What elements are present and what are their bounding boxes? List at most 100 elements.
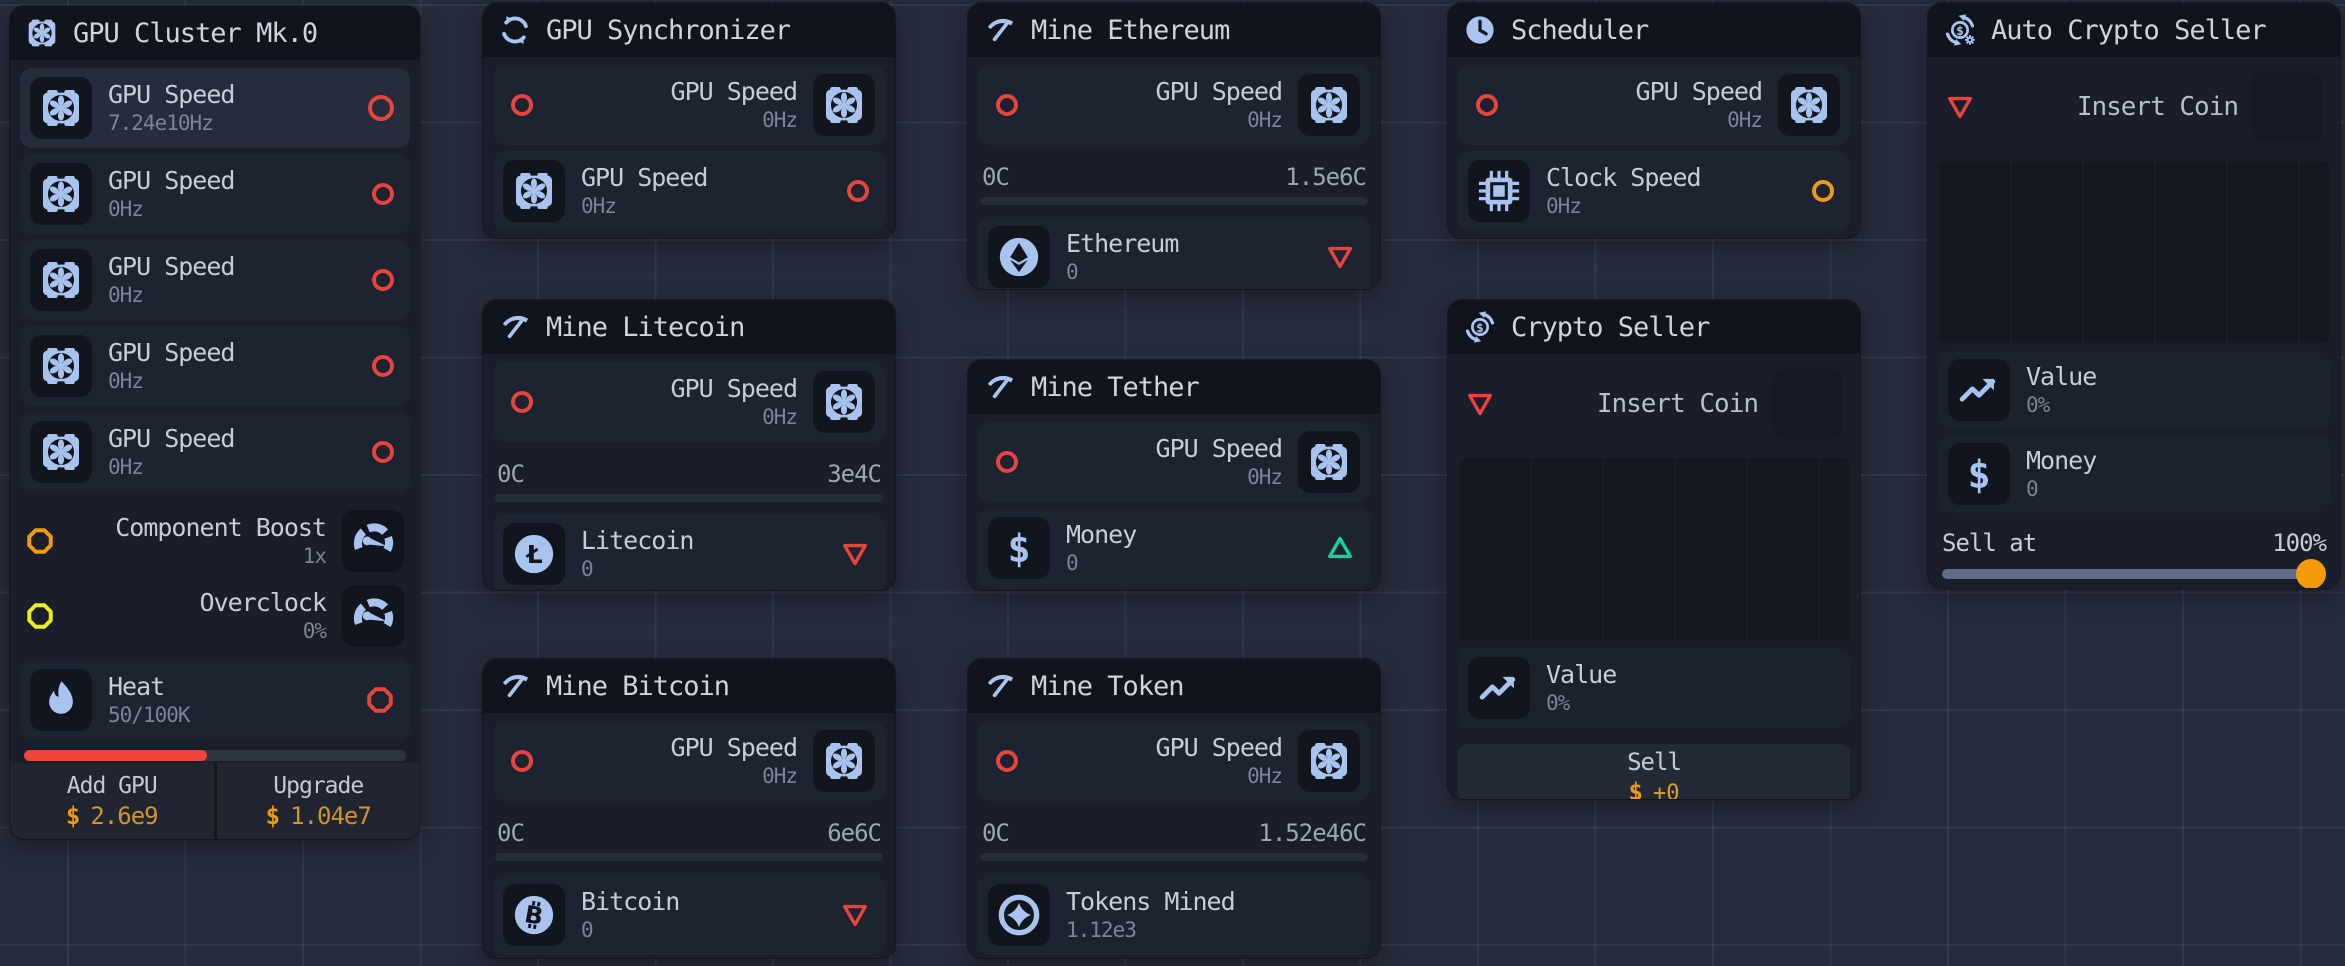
dollar-icon: $ bbox=[265, 801, 281, 830]
value-row: Value 0% bbox=[1938, 351, 2330, 429]
dollar-icon bbox=[988, 517, 1050, 579]
cycle-counter: 0C 1.52e46C bbox=[982, 819, 1367, 847]
mine-tether-header[interactable]: Mine Tether bbox=[968, 360, 1380, 414]
coin-slot[interactable] bbox=[2252, 72, 2322, 142]
money-row: Money 0 bbox=[1938, 435, 2330, 513]
scheduler-header[interactable]: Scheduler bbox=[1448, 3, 1860, 57]
slider-track[interactable] bbox=[1942, 559, 2326, 588]
coin-dropzone[interactable] bbox=[1458, 458, 1850, 640]
coin-input-port[interactable] bbox=[1946, 93, 1974, 121]
dollar-icon bbox=[1948, 443, 2010, 505]
ethereum-output-row: Ethereum 0 bbox=[978, 217, 1370, 289]
ethereum-value: 0 bbox=[1066, 259, 1079, 284]
bitcoin-output-port[interactable] bbox=[841, 901, 869, 929]
sell-at-slider[interactable] bbox=[1942, 559, 2326, 588]
gpu-speed-value: 0Hz bbox=[762, 404, 798, 429]
cycles-required: 3e4C bbox=[827, 460, 882, 488]
gpu-speed-output-port[interactable] bbox=[372, 355, 394, 377]
gpu-speed-row: GPU Speed 0Hz bbox=[20, 154, 410, 234]
gpu-speed-input-port[interactable] bbox=[511, 750, 533, 772]
cycle-progress-bar bbox=[980, 853, 1368, 861]
money-output-port[interactable] bbox=[1326, 534, 1354, 562]
heat-output-port[interactable] bbox=[366, 686, 394, 714]
gpu-speed-row: GPU Speed 0Hz bbox=[978, 422, 1370, 502]
slider-fill bbox=[1942, 559, 2326, 588]
coin-input-port[interactable] bbox=[1466, 390, 1494, 418]
mine-litecoin-header[interactable]: Mine Litecoin bbox=[483, 300, 895, 354]
gpu-speed-value: 0Hz bbox=[1727, 107, 1763, 132]
slider-thumb[interactable] bbox=[2296, 559, 2326, 588]
gpu-speed-output-port[interactable] bbox=[372, 183, 394, 205]
gpu-speed-input-port[interactable] bbox=[511, 94, 533, 116]
gpu-fan-icon bbox=[30, 249, 92, 311]
gpu-speed-output-port[interactable] bbox=[847, 180, 869, 202]
sell-button[interactable]: Sell $ +0 bbox=[1458, 744, 1850, 799]
coin-slot[interactable] bbox=[1772, 369, 1842, 439]
gpu-speed-value: 0Hz bbox=[581, 193, 617, 218]
sell-amount: +0 bbox=[1652, 781, 1680, 799]
panel-title: Mine Litecoin bbox=[546, 311, 745, 343]
upgrade-cost: 1.04e7 bbox=[290, 801, 372, 830]
gpu-speed-label: GPU Speed bbox=[670, 373, 798, 403]
mine-token-header[interactable]: Mine Token bbox=[968, 659, 1380, 713]
gpu-speed-row: GPU Speed 0Hz bbox=[20, 326, 410, 406]
bitcoin-label: Bitcoin bbox=[581, 886, 680, 916]
add-gpu-cost: 2.6e9 bbox=[90, 801, 158, 830]
auto-crypto-seller-header[interactable]: Auto Crypto Seller bbox=[1928, 3, 2340, 57]
coin-dropzone[interactable] bbox=[1938, 161, 2330, 343]
gpu-speed-value: 0Hz bbox=[108, 454, 144, 479]
ethereum-output-port[interactable] bbox=[1326, 243, 1354, 271]
gpu-speed-output-row: GPU Speed 0Hz bbox=[493, 65, 885, 145]
gpu-speed-input-port[interactable] bbox=[996, 451, 1018, 473]
litecoin-output-port[interactable] bbox=[841, 540, 869, 568]
gpu-speed-output-port[interactable] bbox=[372, 441, 394, 463]
panel-gpu-synchronizer: GPU Synchronizer GPU Speed 0Hz GPU Speed… bbox=[483, 3, 895, 238]
upgrade-button[interactable]: Upgrade $ 1.04e7 bbox=[216, 763, 420, 839]
gpu-speed-input-port[interactable] bbox=[996, 750, 1018, 772]
gpu-cluster-header[interactable]: GPU Cluster Mk.0 bbox=[10, 6, 420, 60]
component-boost-value: 1x bbox=[302, 543, 327, 568]
auto-sell-gear-icon bbox=[1943, 13, 1977, 47]
gpu-speed-row: GPU Speed 0Hz bbox=[20, 240, 410, 320]
panel-title: Crypto Seller bbox=[1511, 311, 1710, 343]
insert-coin-row: Insert Coin bbox=[1458, 362, 1850, 446]
gauge-icon bbox=[342, 585, 404, 647]
heat-progress-fill bbox=[24, 750, 208, 761]
clock-speed-row: Clock Speed 0Hz bbox=[1458, 151, 1850, 231]
upgrade-label: Upgrade bbox=[273, 772, 364, 799]
gpu-speed-value: 0Hz bbox=[1247, 464, 1283, 489]
gpu-speed-output-port[interactable] bbox=[372, 269, 394, 291]
gpu-fan-icon bbox=[25, 16, 59, 50]
cycle-counter: 0C 6e6C bbox=[497, 819, 882, 847]
trend-up-icon bbox=[1468, 657, 1530, 719]
gpu-speed-output-port[interactable] bbox=[368, 95, 394, 121]
add-gpu-button[interactable]: Add GPU $ 2.6e9 bbox=[10, 763, 214, 839]
gpu-speed-row: GPU Speed 7.24e10Hz bbox=[20, 68, 410, 148]
gpu-speed-label: GPU Speed bbox=[1155, 433, 1283, 463]
pickaxe-icon bbox=[983, 370, 1017, 404]
component-boost-input-port[interactable] bbox=[26, 527, 54, 555]
panel-mine-bitcoin: Mine Bitcoin GPU Speed 0Hz 0C 6e6C Bitco… bbox=[483, 659, 895, 958]
mine-bitcoin-header[interactable]: Mine Bitcoin bbox=[483, 659, 895, 713]
clock-speed-output-port[interactable] bbox=[1812, 180, 1834, 202]
gauge-icon bbox=[342, 510, 404, 572]
clock-speed-label: Clock Speed bbox=[1546, 162, 1702, 192]
gpu-speed-row: GPU Speed 0Hz bbox=[20, 412, 410, 492]
gpu-speed-input-port[interactable] bbox=[996, 94, 1018, 116]
overclock-input-port[interactable] bbox=[26, 602, 54, 630]
gpu-speed-input-port[interactable] bbox=[1476, 94, 1498, 116]
gpu-speed-value: 0Hz bbox=[1247, 763, 1283, 788]
dollar-icon: $ bbox=[1628, 778, 1643, 799]
crypto-seller-header[interactable]: Crypto Seller bbox=[1448, 300, 1860, 354]
pickaxe-icon bbox=[498, 310, 532, 344]
gpu-speed-value: 0Hz bbox=[1247, 107, 1283, 132]
gpu-speed-value: 0Hz bbox=[108, 196, 144, 221]
gpu-synchronizer-header[interactable]: GPU Synchronizer bbox=[483, 3, 895, 57]
ethereum-label: Ethereum bbox=[1066, 228, 1179, 258]
gpu-speed-input-row: GPU Speed 0Hz bbox=[493, 151, 885, 231]
sync-icon bbox=[498, 13, 532, 47]
gpu-speed-input-port[interactable] bbox=[511, 391, 533, 413]
mine-ethereum-header[interactable]: Mine Ethereum bbox=[968, 3, 1380, 57]
cycles-required: 6e6C bbox=[827, 819, 882, 847]
